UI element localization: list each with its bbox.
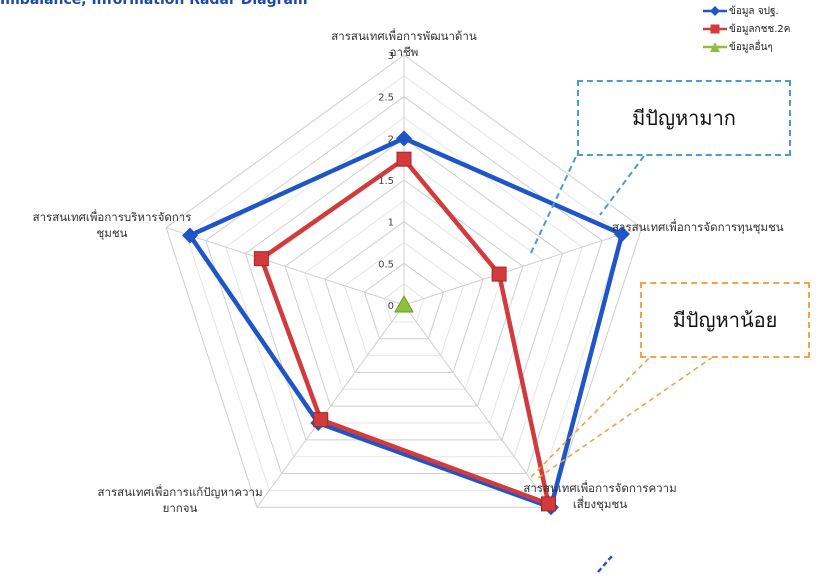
tick-label: 0 [388, 301, 394, 312]
chart-title: Imbalance, Information Radar Diagram [0, 0, 308, 8]
legend-item: ข้อมูล จปฐ. [703, 2, 790, 20]
callout-top-leader-2 [599, 147, 651, 216]
legend-swatch-diamond-icon [703, 6, 727, 16]
callout-top-leader [529, 147, 581, 256]
data-point [313, 412, 329, 428]
grid-ring [284, 179, 524, 407]
radar-axis-labels: สารสนเทศเพื่อการพัฒนาด้านอาชีพสารสนเทศเพ… [33, 28, 784, 515]
data-point [394, 294, 414, 313]
data-point [613, 226, 630, 243]
grid-ring [244, 137, 564, 441]
axis-spoke [403, 227, 642, 306]
data-point [491, 266, 507, 282]
tick-label: 1 [388, 218, 394, 229]
legend-swatch-square-icon [703, 24, 727, 34]
series [394, 294, 414, 313]
callout-low-problem: มีปัญหาน้อย [640, 282, 810, 358]
axis-label: สารสนเทศเพื่อการจัดการความเสี่ยงชุมชน [523, 480, 676, 511]
series-line [259, 156, 551, 507]
series [253, 151, 556, 512]
grid-ring [343, 241, 465, 357]
chart-legend: ข้อมูล จปฐ. ข้อมูลกชช.2ค ข้อมูลอื่นๆ [703, 2, 790, 56]
legend-swatch-triangle-icon [703, 42, 727, 52]
legend-label: ข้อมูลกชช.2ค [729, 23, 791, 35]
axis-spoke [256, 304, 405, 508]
grid-ring [264, 158, 544, 424]
callout-high-problem: มีปัญหามาก [577, 80, 791, 156]
legend-item: ข้อมูลอื่นๆ [703, 38, 790, 56]
grid-ring [205, 96, 603, 475]
data-point [182, 227, 199, 244]
axis-label: สารสนเทศเพื่อการจัดการทุนชุมชน [612, 219, 784, 234]
legend-label: ข้อมูล จปฐ. [729, 5, 779, 17]
axis-label: สารสนเทศเพื่อการบริหารจัดการชุมชน [33, 209, 192, 240]
data-point [253, 251, 269, 267]
grid-ring [324, 221, 484, 373]
data-point [396, 130, 412, 147]
axis-spoke [403, 304, 552, 508]
legend-item: ข้อมูลกชช.2ค [703, 20, 790, 38]
radar-spokes [166, 55, 642, 508]
tick-label: 3 [388, 51, 394, 62]
tick-label: 0.5 [378, 259, 394, 270]
grid-ring [185, 75, 623, 491]
series-line [187, 136, 625, 510]
axis-label: สารสนเทศเพื่อการพัฒนาด้านอาชีพ [331, 28, 477, 59]
axis-spoke [166, 227, 405, 306]
grid-ring [363, 262, 445, 340]
callout-leaders [529, 147, 721, 573]
callout-bottom-leader [529, 351, 656, 479]
grid-ring [225, 116, 583, 458]
tick-label: 2.5 [378, 93, 394, 104]
radar-tick-labels: 0 0.5 1 1.5 2 2.5 3 [378, 51, 394, 312]
stray-mark [597, 555, 613, 573]
axis-label: สารสนเทศเพื่อการแก้ปัญหาความยากจน [97, 484, 262, 515]
data-point [396, 151, 412, 167]
radar-series [182, 130, 630, 516]
grid-ring [165, 54, 643, 508]
legend-label: ข้อมูลอื่นๆ [729, 41, 773, 53]
callout-bottom-leader-2 [534, 351, 721, 481]
tick-label: 1.5 [378, 176, 394, 187]
tick-label: 2 [388, 134, 394, 145]
data-point [540, 496, 556, 512]
grid-ring [383, 283, 425, 323]
